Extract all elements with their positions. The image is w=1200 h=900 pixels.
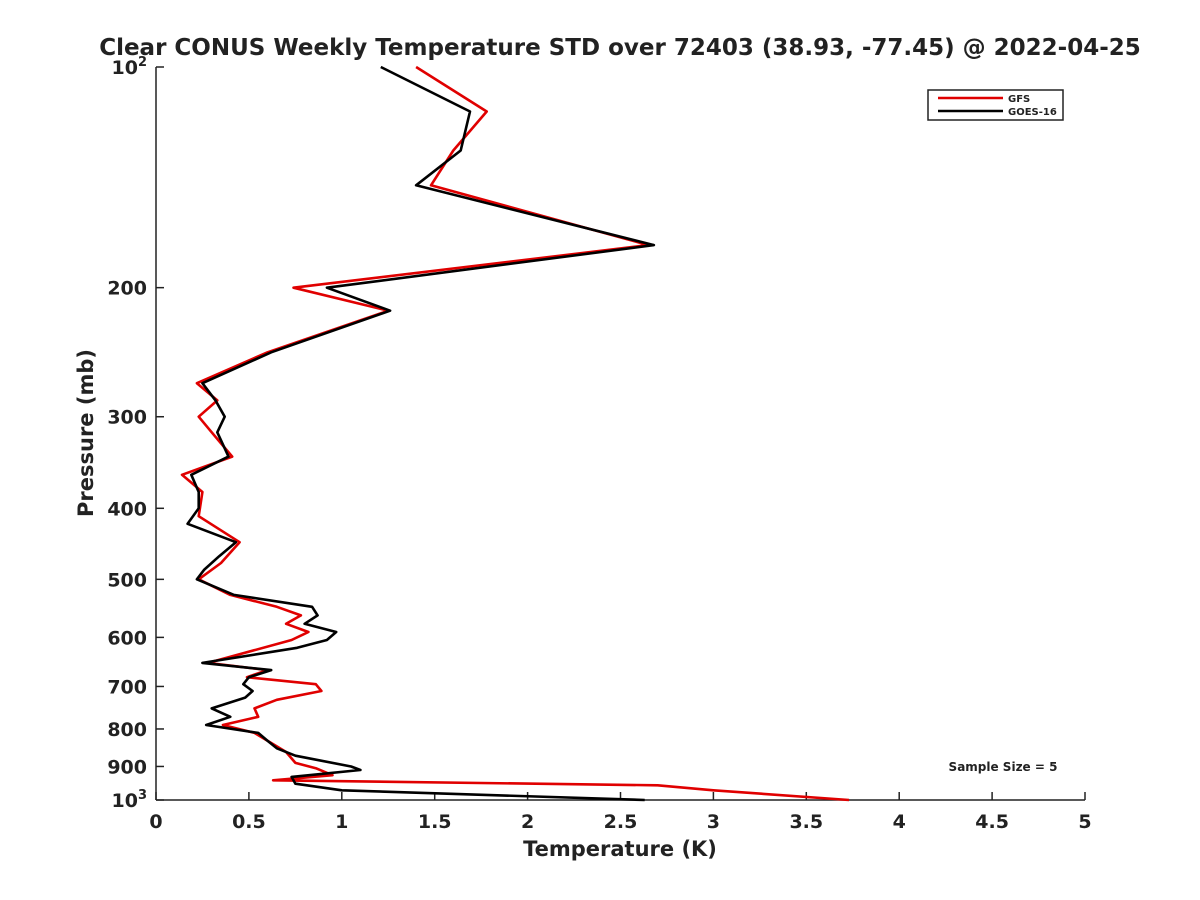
x-tick-label: 0.5 — [232, 811, 266, 833]
x-tick-label: 3 — [707, 811, 720, 833]
legend-label: GFS — [1008, 94, 1030, 105]
y-tick-label: 200 — [107, 278, 147, 300]
y-tick-label: 700 — [107, 676, 147, 698]
x-tick-label: 0 — [149, 811, 162, 833]
plot-area — [156, 67, 1085, 800]
y-tick-label: 900 — [107, 756, 147, 778]
series-line-goes-16 — [186, 65, 656, 802]
y-tick-label: 103 — [112, 788, 148, 812]
y-tick-label: 300 — [107, 407, 147, 429]
y-tick-label: 600 — [107, 627, 147, 649]
legend-box — [927, 89, 1064, 121]
y-tick-label: 400 — [107, 498, 147, 520]
y-tick-label: 102 — [112, 55, 148, 79]
x-tick-label: 1 — [335, 811, 348, 833]
x-tick-label: 5 — [1078, 811, 1091, 833]
x-tick-label: 3.5 — [789, 811, 823, 833]
chart-title: Clear CONUS Weekly Temperature STD over … — [99, 35, 1141, 61]
x-tick-label: 4.5 — [975, 811, 1009, 833]
series-layer — [180, 65, 850, 802]
x-axis-label: Temperature (K) — [523, 837, 717, 861]
y-axis-label: Pressure (mb) — [74, 349, 98, 517]
legend-label: GOES-16 — [1008, 107, 1057, 118]
y-axis: 102 200 300 400 500 600 700 800 900 103 — [107, 55, 164, 812]
x-tick-label: 4 — [893, 811, 906, 833]
y-tick-label: 500 — [107, 569, 147, 591]
x-axis: 0 0.5 1 1.5 2 2.5 3 3.5 4 4.5 5 — [149, 792, 1092, 833]
sample-size-annotation: Sample Size = 5 — [949, 760, 1058, 774]
x-tick-label: 1.5 — [418, 811, 452, 833]
legend: GFS GOES-16 — [927, 89, 1064, 121]
y-tick-label: 800 — [107, 719, 147, 741]
x-tick-label: 2.5 — [604, 811, 638, 833]
x-tick-label: 2 — [521, 811, 534, 833]
